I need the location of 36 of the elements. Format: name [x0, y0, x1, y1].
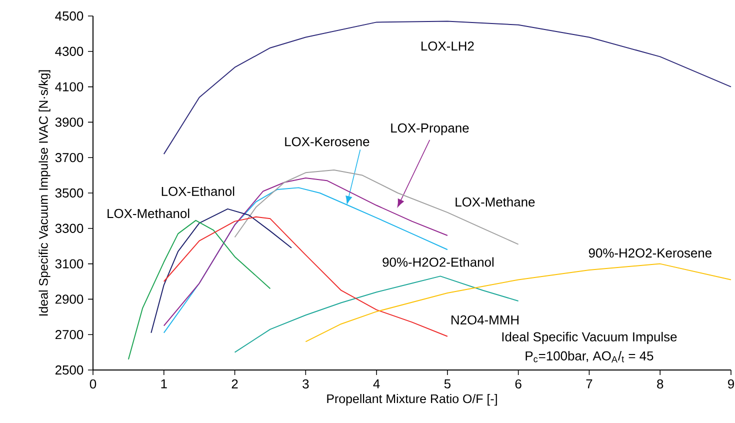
series-label: LOX-LH2: [422, 42, 474, 51]
x-tick-label: 9: [728, 379, 734, 389]
x-tick-label: 8: [657, 379, 664, 389]
x-tick-label: 7: [586, 379, 592, 388]
series-label: LOX-Ethanol: [162, 186, 234, 196]
y-tick-label: 4500: [55, 11, 84, 21]
text: LOX-Kerosene: [285, 137, 370, 146]
y-tick-label: 4300: [55, 46, 84, 56]
text: LOX-Propane: [391, 123, 469, 136]
series-label: 90%-H2O2-Ethanol: [382, 257, 494, 267]
x-tick-label: 3: [302, 379, 309, 389]
y-axis-title: Ideal Specific Vacuum Impulse IVAC [N·s/kg]: [38, 70, 50, 316]
x-tick-label: 1: [161, 379, 167, 388]
y-tick-label: 3500: [55, 188, 84, 198]
x-tick-label: 0: [90, 379, 96, 389]
y-tick-label: 2900: [55, 294, 84, 304]
y-tick-label: 2500: [55, 365, 84, 375]
x-tick-label: 5: [444, 379, 450, 388]
y-tick-label: 3900: [55, 118, 84, 127]
series-label: LOX-Methane: [456, 197, 535, 207]
x-tick-label: 2: [232, 379, 238, 388]
y-tick-label: 3300: [55, 224, 84, 233]
line-series: [128, 220, 271, 360]
y-tick-label: 3700: [55, 153, 84, 162]
x-axis-title: Propellant Mixture Ratio O/F [-]: [327, 394, 497, 406]
y-tick-label: 2700: [55, 330, 84, 340]
annotation: P$_{c}$=100bar, AO$_{A}$/$_{t}$ = 45: [526, 350, 654, 362]
annotation: Ideal Specific Vacuum Impulse: [502, 332, 677, 344]
x-tick-label: 6: [515, 379, 522, 389]
series-label: N2O4-MMH: [452, 315, 518, 324]
series-label: 90%-H2O2-Kerosene: [588, 248, 712, 258]
line-series: [163, 20, 732, 155]
y-tick-label: 3100: [55, 259, 84, 268]
series-label: LOX-Methanol: [108, 208, 190, 218]
y-tick-label: 4100: [55, 82, 84, 92]
x-tick-label: 4: [373, 379, 380, 388]
